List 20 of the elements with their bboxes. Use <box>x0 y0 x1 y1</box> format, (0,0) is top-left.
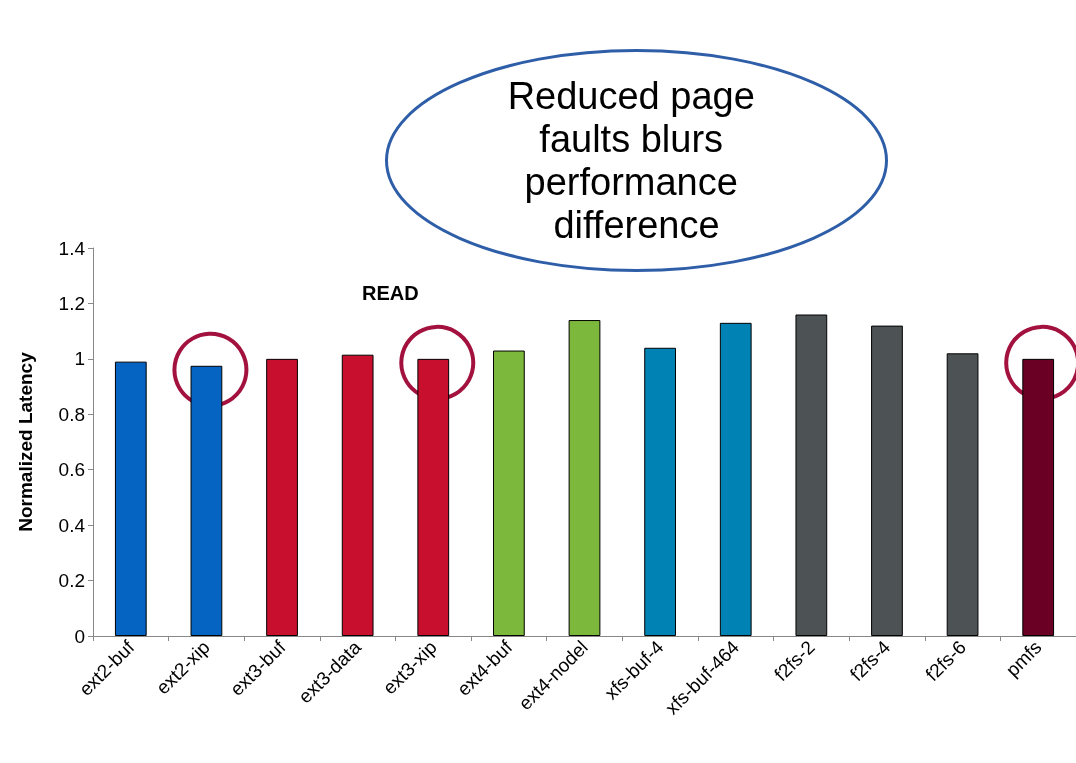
bar <box>644 347 676 636</box>
y-tick-label: 0.6 <box>58 459 85 481</box>
text: READ <box>362 282 419 304</box>
y-tick-label: 0.2 <box>58 570 85 592</box>
text: Reduced page faults blurs performance difference <box>507 75 766 246</box>
bar <box>871 325 903 636</box>
bar <box>493 350 525 636</box>
bar <box>568 320 601 636</box>
y-tick-label: 1.4 <box>58 237 86 259</box>
y-tick-label: 1.2 <box>58 292 85 314</box>
y-tick-label: 1 <box>74 348 85 370</box>
bar <box>266 358 298 636</box>
y-tick-label: 0.4 <box>58 514 86 536</box>
y-axis-title: Normalized Latency <box>15 351 36 532</box>
bar <box>341 354 374 636</box>
bar <box>719 322 752 636</box>
bar <box>946 353 979 636</box>
bar <box>795 314 828 636</box>
y-tick-label: 0.8 <box>58 403 85 425</box>
bar <box>114 361 147 636</box>
